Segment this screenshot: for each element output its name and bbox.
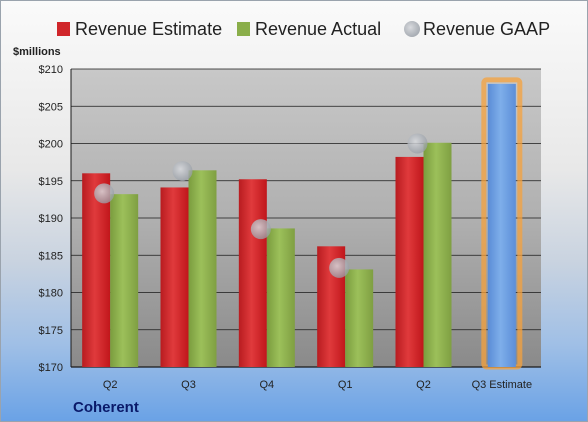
bar-q3-estimate xyxy=(487,83,516,368)
legend: Revenue Estimate Revenue Actual Revenue GA… xyxy=(57,19,550,39)
company-name: Coherent xyxy=(73,399,139,416)
bar-revenue-actual xyxy=(266,228,295,367)
unit-label: $millions xyxy=(13,46,61,58)
y-tick-label: $170 xyxy=(39,362,63,374)
x-tick-label: Q2 xyxy=(103,379,118,391)
legend-swatch xyxy=(237,22,250,36)
bar-revenue-estimate xyxy=(238,179,267,367)
gaap-marker xyxy=(172,161,193,182)
y-tick-label: $180 xyxy=(39,288,63,300)
y-tick-label: $200 xyxy=(39,139,63,151)
bar-revenue-actual xyxy=(345,269,374,367)
legend-swatch xyxy=(404,21,420,37)
y-tick-label: $205 xyxy=(39,101,63,113)
y-tick-label: $175 xyxy=(39,325,63,337)
y-tick-label: $190 xyxy=(39,213,63,225)
gaap-markers xyxy=(94,133,428,278)
x-tick-label: Q3 Estimate xyxy=(472,379,533,391)
gaap-marker xyxy=(250,219,271,240)
bars xyxy=(82,77,523,370)
bar-revenue-actual xyxy=(110,194,139,367)
bar-revenue-estimate xyxy=(82,173,111,367)
gridlines xyxy=(70,68,541,368)
legend-swatch xyxy=(57,22,70,36)
x-tick-label: Q2 xyxy=(416,379,431,391)
bar-revenue-estimate xyxy=(395,156,424,367)
bar-revenue-actual xyxy=(423,142,452,367)
legend-label: Revenue Actual xyxy=(255,19,381,39)
legend-label: Revenue Estimate xyxy=(75,19,222,39)
legend-label: Revenue GAAP xyxy=(423,19,550,39)
gaap-marker xyxy=(94,183,115,204)
y-tick-label: $210 xyxy=(39,64,63,76)
x-tick-label: Q1 xyxy=(338,379,353,391)
y-tick-label: $185 xyxy=(39,250,63,262)
y-axis-ticks: $170 $175 $180 $185 $190 $195 $200 $205 $210 xyxy=(39,64,63,374)
bar-revenue-actual xyxy=(188,170,217,367)
x-tick-label: Q4 xyxy=(259,379,274,391)
y-tick-label: $195 xyxy=(39,176,63,188)
gaap-marker xyxy=(329,257,350,278)
bar-revenue-estimate xyxy=(160,187,189,367)
x-axis-ticks: Q2 Q3 Q4 Q1 Q2 Q3 Estimate xyxy=(103,379,532,391)
gaap-marker xyxy=(407,133,428,154)
x-tick-label: Q3 xyxy=(181,379,196,391)
